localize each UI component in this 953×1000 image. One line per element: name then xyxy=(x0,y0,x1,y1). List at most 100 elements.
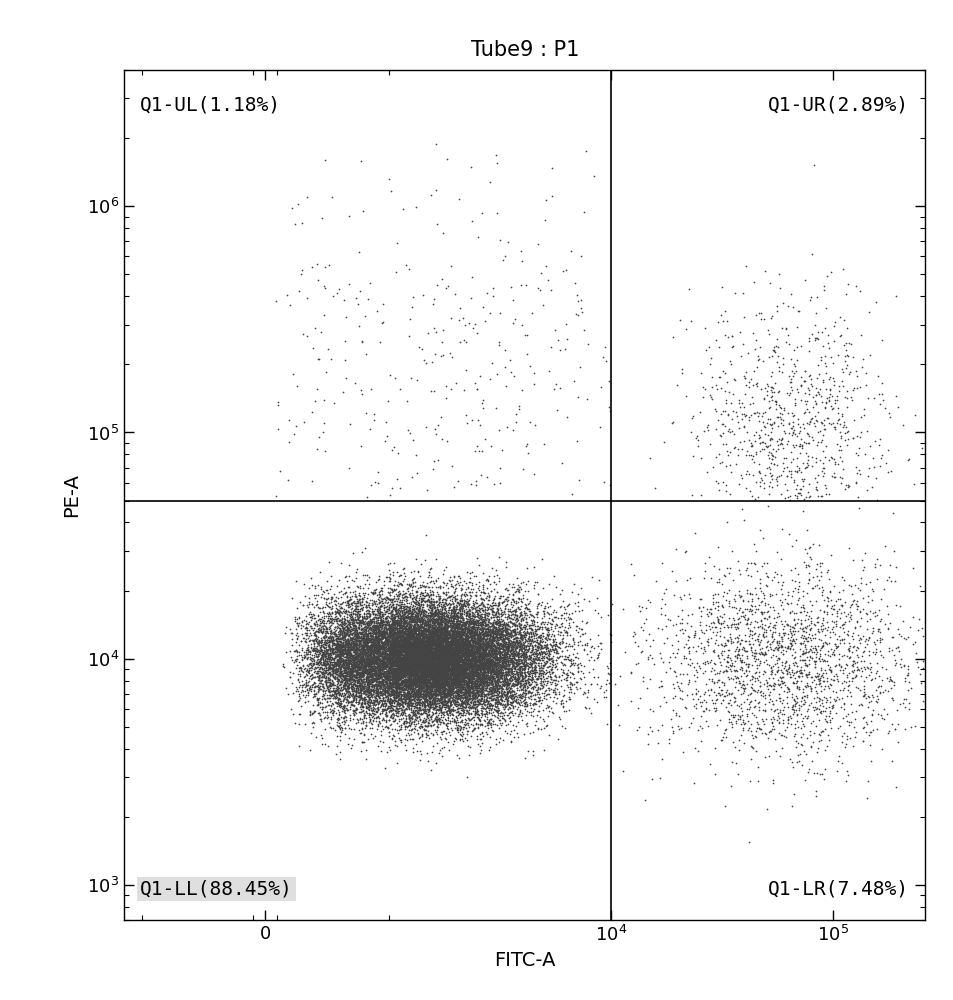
Point xyxy=(438,720,454,736)
Point xyxy=(400,661,416,677)
Point xyxy=(309,665,324,681)
Point xyxy=(338,665,354,681)
Point xyxy=(435,691,450,707)
Point xyxy=(398,601,414,617)
Point xyxy=(493,644,508,660)
Point xyxy=(497,647,512,663)
Point xyxy=(492,232,507,248)
Point xyxy=(386,645,401,661)
Point xyxy=(340,645,355,661)
Point xyxy=(388,644,403,660)
Point xyxy=(492,588,507,604)
Point xyxy=(359,647,375,663)
Point xyxy=(409,642,424,658)
Point xyxy=(830,656,845,672)
Point xyxy=(336,656,352,672)
Point xyxy=(462,641,477,657)
Point xyxy=(437,678,453,694)
Point xyxy=(465,658,480,674)
Point xyxy=(492,630,507,646)
Point xyxy=(377,604,393,620)
Point xyxy=(406,635,421,651)
Point xyxy=(449,693,464,709)
Point xyxy=(320,639,335,655)
Point xyxy=(451,677,466,693)
Point xyxy=(800,575,815,591)
Point xyxy=(454,621,469,637)
Point xyxy=(416,697,432,713)
Point xyxy=(366,695,381,711)
Point xyxy=(455,640,470,656)
Point xyxy=(461,628,476,644)
Point xyxy=(369,650,384,666)
Point xyxy=(353,691,368,707)
Point xyxy=(436,631,452,647)
Point xyxy=(351,664,366,680)
Point xyxy=(402,712,417,728)
Point xyxy=(471,636,486,652)
Point xyxy=(367,632,382,648)
Point xyxy=(392,658,407,674)
Point xyxy=(852,604,867,620)
Point xyxy=(392,639,407,655)
Point xyxy=(334,640,349,656)
Point xyxy=(332,667,347,683)
Point xyxy=(511,623,526,639)
Point xyxy=(362,697,377,713)
Point xyxy=(463,648,478,664)
Point xyxy=(486,654,501,670)
Point xyxy=(727,439,742,455)
Point xyxy=(456,645,472,661)
Point xyxy=(395,653,410,669)
Point xyxy=(363,637,378,653)
Point xyxy=(415,652,430,668)
Point xyxy=(414,686,429,702)
Point xyxy=(444,646,459,662)
Point xyxy=(383,651,398,667)
Point xyxy=(444,644,459,660)
Point xyxy=(740,611,756,627)
Point xyxy=(421,629,436,645)
Point xyxy=(332,655,347,671)
Point xyxy=(416,605,431,621)
Point xyxy=(515,624,530,640)
Point xyxy=(403,658,418,674)
Point xyxy=(391,648,406,664)
Point xyxy=(386,669,401,685)
Point xyxy=(419,325,435,341)
Point xyxy=(436,611,451,627)
Point xyxy=(411,640,426,656)
Point xyxy=(337,654,353,670)
Point xyxy=(403,665,418,681)
Point xyxy=(416,675,431,691)
Point xyxy=(424,678,439,694)
Point xyxy=(413,652,428,668)
Point xyxy=(754,725,769,741)
Point xyxy=(906,476,922,492)
Point xyxy=(405,637,420,653)
Point xyxy=(872,450,887,466)
Point xyxy=(360,649,375,665)
Point xyxy=(458,638,474,654)
Point xyxy=(417,685,433,701)
Point xyxy=(478,671,494,687)
Point xyxy=(555,630,570,646)
Point xyxy=(731,650,746,666)
Point xyxy=(414,585,429,601)
Point xyxy=(428,645,443,661)
Point xyxy=(403,637,418,653)
Point xyxy=(445,636,460,652)
Point xyxy=(476,700,491,716)
Point xyxy=(347,702,362,718)
Point xyxy=(393,693,408,709)
Point xyxy=(476,672,492,688)
Point xyxy=(412,626,427,642)
Point xyxy=(484,621,499,637)
Point xyxy=(417,627,433,643)
Point xyxy=(338,665,354,681)
Point xyxy=(292,610,307,626)
Point xyxy=(464,604,479,620)
Point xyxy=(485,685,500,701)
Point xyxy=(408,641,423,657)
Point xyxy=(458,637,474,653)
